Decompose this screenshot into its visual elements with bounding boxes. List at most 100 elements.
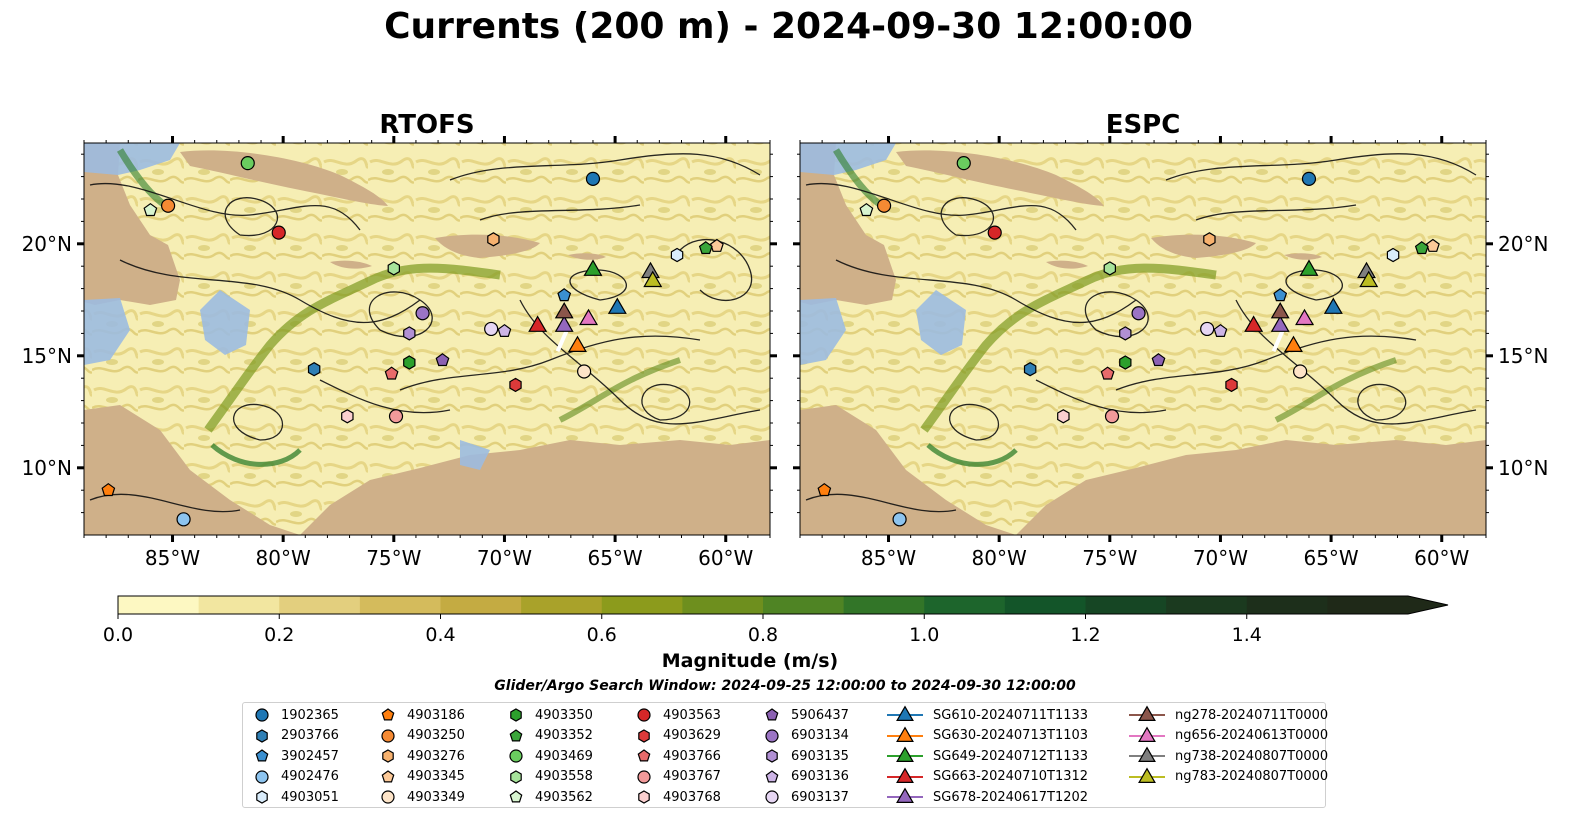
x-tick-label: 65°W	[1303, 546, 1358, 570]
circle-icon	[637, 770, 651, 784]
colorbar-segment	[521, 596, 603, 614]
triangle-icon	[1138, 767, 1156, 783]
legend-entry: 4903250	[377, 726, 465, 747]
argo-float-marker	[987, 225, 1002, 240]
legend-label: 4903349	[407, 789, 465, 805]
legend-label: SG610-20240711T1133	[933, 707, 1089, 723]
pentagon-marker-icon	[381, 708, 395, 721]
legend-label: 4903352	[535, 728, 593, 744]
colorbar-tick-label: 1.4	[1232, 624, 1262, 646]
legend-column: 1902365 2903766 3902457 4902476 4903051	[251, 705, 339, 808]
pentagon-marker-icon	[509, 729, 523, 742]
legend-label: 4903768	[663, 789, 721, 805]
pentagon-marker-icon	[637, 749, 651, 762]
legend-label: 4903766	[663, 748, 721, 764]
legend-label: 6903137	[791, 789, 849, 805]
axes-ticks: 85°W 80°W 75°W 70°W 65°W 60°W 20°N 15°N 10°N 85°W…	[22, 136, 1548, 570]
legend-entry: 4903349	[377, 787, 465, 808]
colorbar-extend-arrow	[1408, 596, 1448, 614]
argo-float-marker	[577, 364, 592, 379]
argo-float-marker	[956, 156, 971, 171]
pentagon-marker-icon	[509, 790, 523, 803]
circle-icon	[255, 708, 269, 722]
x-tick-label: 70°W	[477, 546, 532, 570]
glider-marker	[643, 270, 663, 288]
argo-float-marker	[497, 323, 512, 337]
land-puerto-rico	[568, 253, 606, 260]
colorbar-tick-label: 0.2	[264, 624, 294, 646]
argo-float-marker	[670, 247, 684, 263]
glider-marker	[583, 259, 603, 276]
legend-label: ng656-20240613T0000	[1175, 728, 1329, 744]
argo-float-marker	[1273, 288, 1288, 302]
glider-marker	[1283, 335, 1303, 352]
argo-float-marker	[176, 512, 191, 527]
legend-label: SG678-20240617T1202	[933, 789, 1089, 805]
legend-entry: 3902457	[251, 746, 339, 767]
argo-float-marker	[1200, 321, 1215, 337]
legend-entry: 4903629	[633, 726, 721, 747]
argo-float-marker	[403, 326, 416, 341]
hexagon-icon	[256, 729, 268, 743]
argo-float-marker	[101, 482, 116, 497]
hexagon-icon	[256, 790, 268, 804]
hexagon-icon	[638, 729, 650, 743]
legend-label: 6903134	[791, 728, 849, 744]
legend-label: 4903562	[535, 789, 593, 805]
triangle-icon	[1138, 705, 1156, 722]
legend-column: 5906437 6903134 6903135 6903136 6903137	[761, 705, 849, 808]
legend-label: ng783-20240807T0000	[1175, 769, 1329, 785]
argo-float-marker	[557, 288, 572, 302]
land-cuba	[180, 150, 388, 206]
argo-float-marker	[876, 198, 892, 213]
argo-float-marker	[709, 238, 724, 252]
colorbar-segment	[1004, 596, 1086, 614]
land-central-america	[84, 143, 300, 535]
legend-column: ng278-20240711T0000 ng656-20240613T0000 ng…	[1127, 705, 1328, 787]
argo-float-marker	[1151, 353, 1166, 367]
legend-label: 4903186	[407, 707, 465, 723]
legend-entry: 6903137	[761, 787, 849, 808]
pentagon-marker-icon	[255, 749, 269, 762]
legend-entry: 4903767	[633, 767, 721, 788]
legend-entry: SG663-20240710T1312	[885, 767, 1088, 788]
colorbar-segment	[1327, 596, 1409, 614]
legend-label: 6903136	[791, 769, 849, 785]
glider-marker	[554, 301, 574, 319]
argo-float-marker	[1414, 241, 1429, 255]
x-tick-label: 75°W	[1082, 546, 1137, 570]
legend-label: 6903135	[791, 748, 849, 764]
legend-label: 4903469	[535, 748, 593, 764]
legend-entry: SG649-20240712T1133	[885, 746, 1088, 767]
argo-float-marker	[1103, 261, 1116, 276]
argo-float-marker	[1301, 171, 1317, 186]
triangle-marker-icon	[887, 705, 923, 722]
legend-label: 4903558	[535, 769, 593, 785]
legend-entry: 5906437	[761, 705, 849, 726]
legend-entry: 1902365	[251, 705, 339, 726]
hexagon-icon	[382, 749, 394, 763]
legend-column: SG610-20240711T1133 SG630-20240713T1103 SG…	[885, 705, 1088, 808]
legend-entry: 4903469	[505, 746, 593, 767]
hexagon-marker-icon	[510, 708, 522, 722]
glider-marker	[554, 315, 574, 332]
x-tick-label: 85°W	[145, 546, 200, 570]
argo-float-marker	[384, 366, 399, 380]
legend-label: SG649-20240712T1133	[933, 748, 1089, 764]
y-tick-label: 20°N	[22, 232, 72, 256]
land-south-america	[300, 440, 770, 535]
legend-entry: ng783-20240807T0000	[1127, 767, 1328, 788]
observation-markers	[101, 156, 1440, 527]
legend-label: 4903051	[281, 789, 339, 805]
legend-label: ng278-20240711T0000	[1175, 707, 1329, 723]
triangle-marker-icon	[1129, 767, 1165, 783]
legend-entry: 6903135	[761, 746, 849, 767]
legend-entry: 4903352	[505, 726, 593, 747]
pentagon-icon	[509, 790, 523, 803]
panel-title-espc: ESPC	[1106, 110, 1181, 140]
rtofs-map-panel	[83, 142, 771, 536]
legend-entry: 4903051	[251, 787, 339, 808]
pentagon-marker-icon	[765, 770, 779, 783]
glider-marker	[1359, 270, 1379, 288]
circle-icon	[765, 729, 779, 743]
